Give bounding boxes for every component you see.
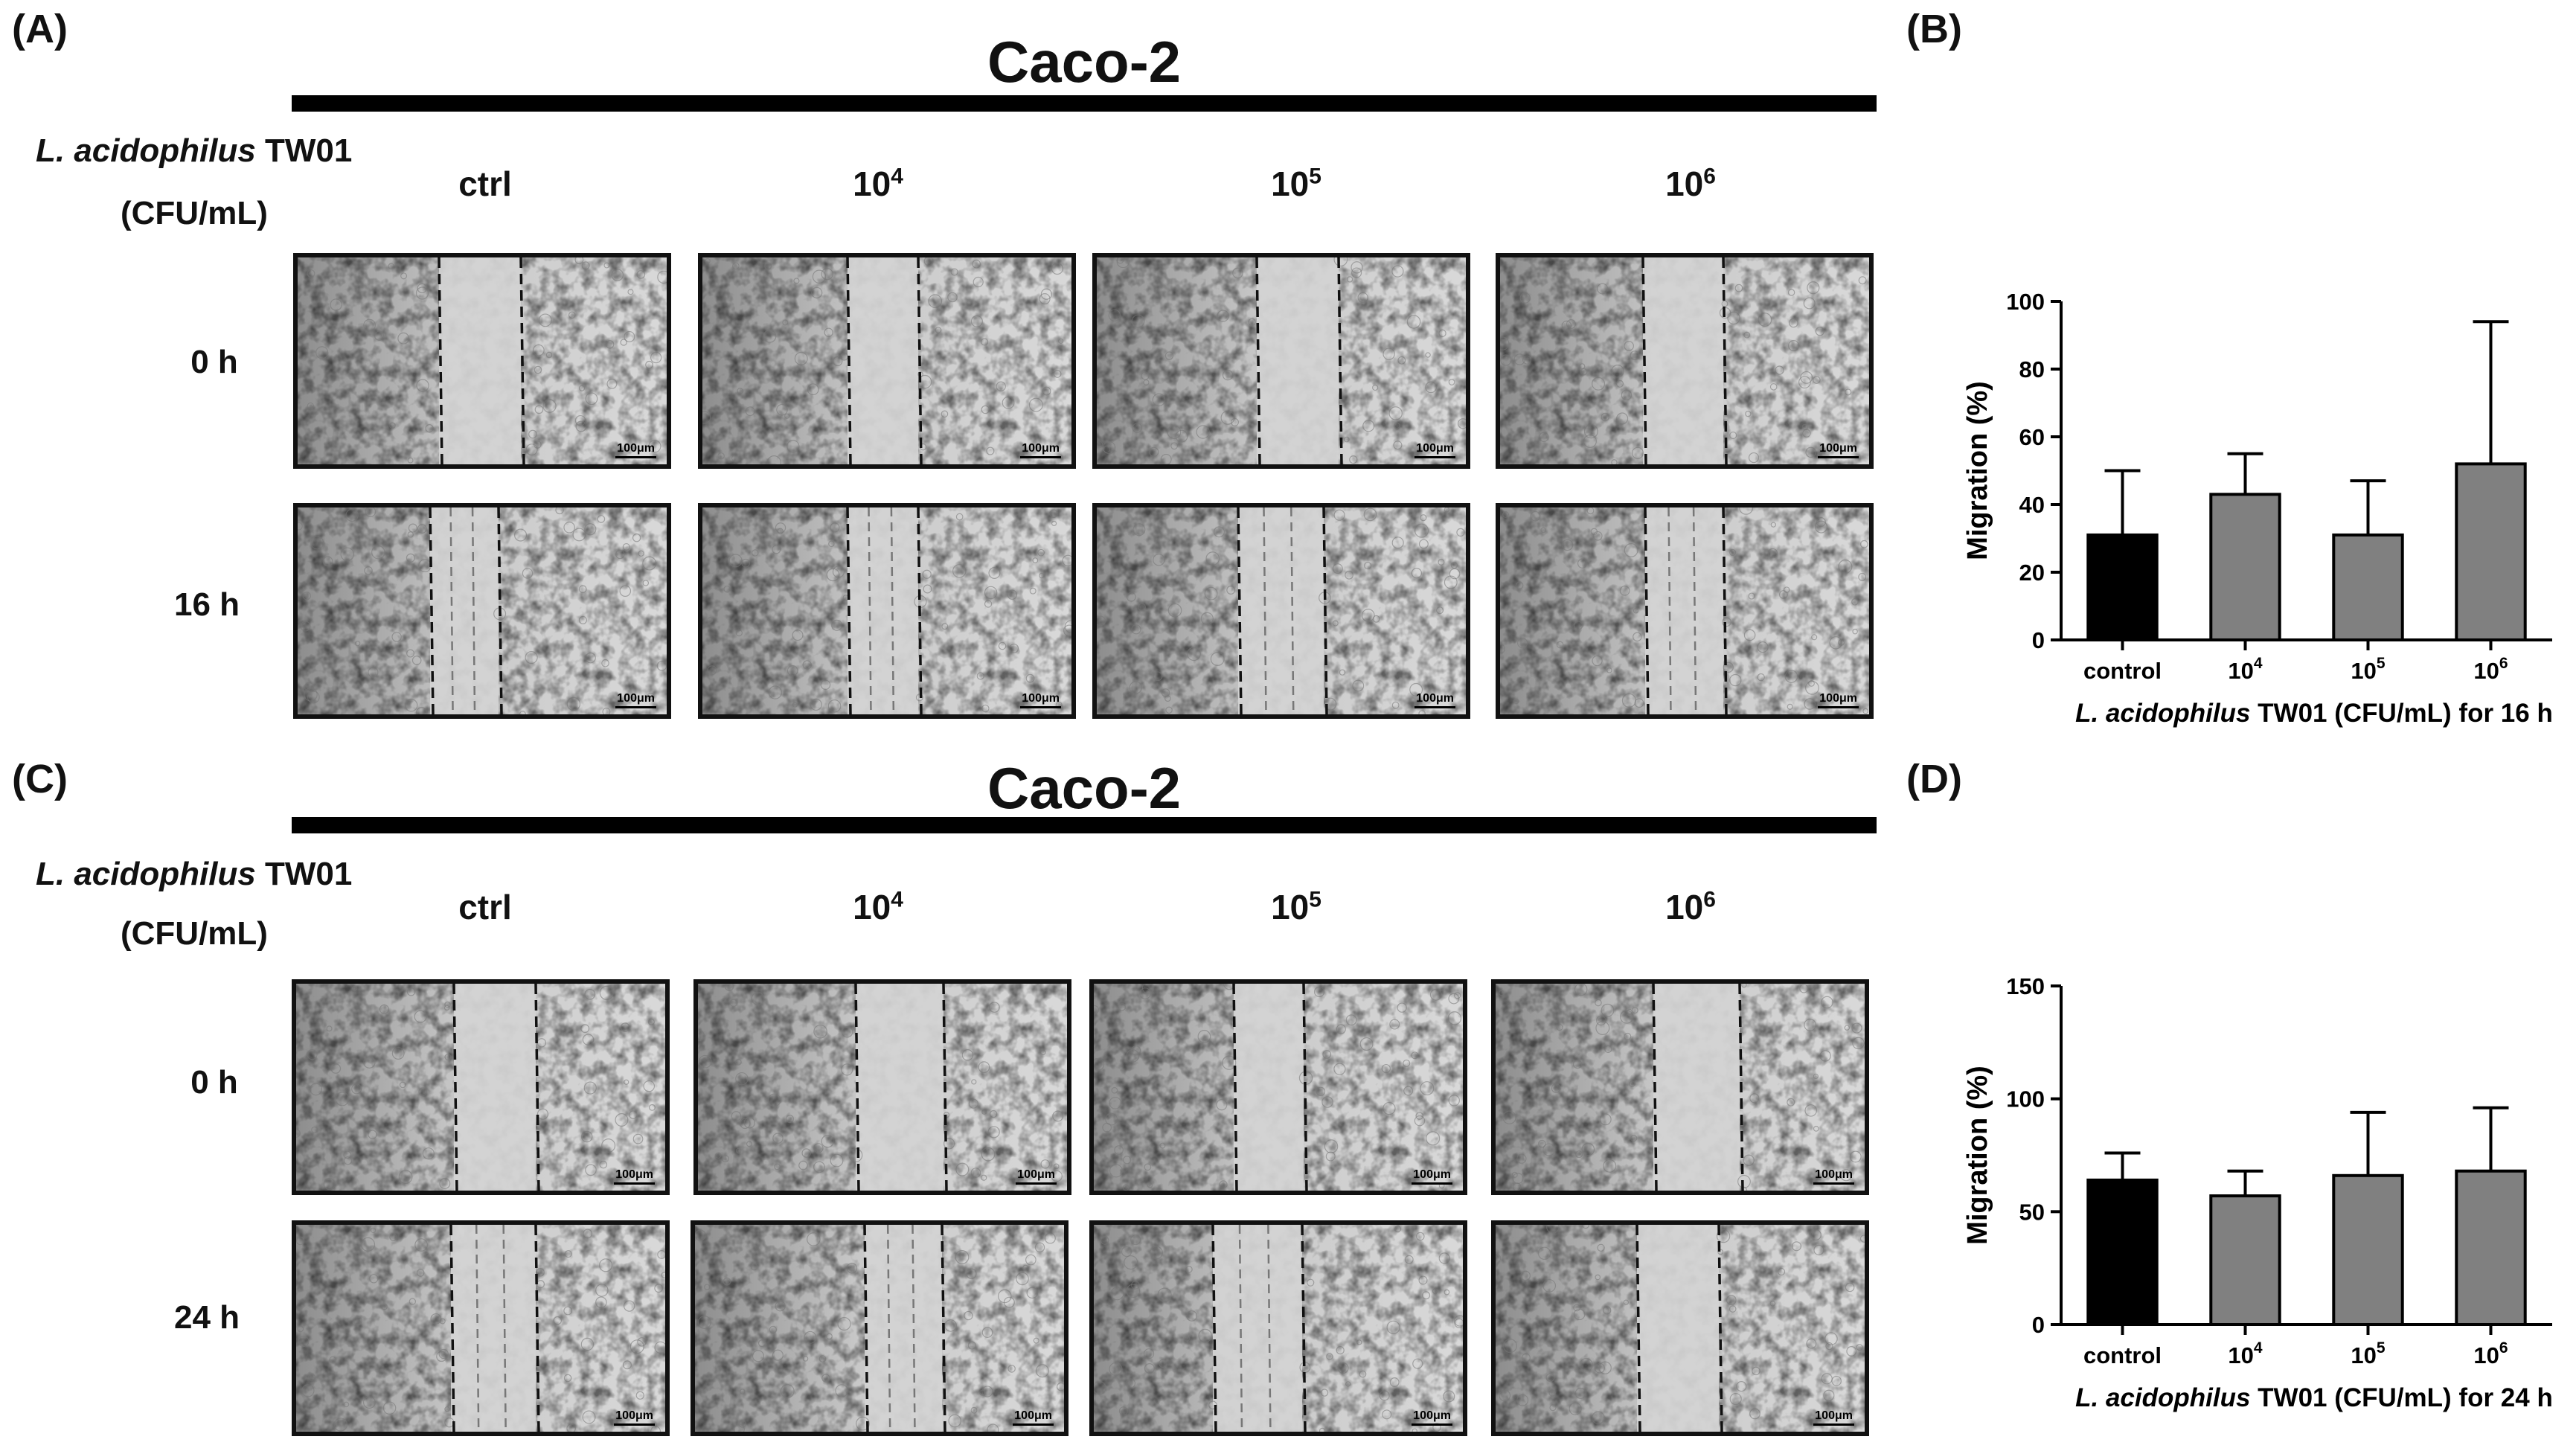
bar-10^4 bbox=[2209, 1194, 2281, 1326]
bar-10^6 bbox=[2455, 1169, 2527, 1326]
x-axis-label: L. acidophilus TW01 (CFU/mL) for 24 h bbox=[2075, 1383, 2553, 1412]
micrograph-a-1e4-0h: 100μm bbox=[698, 253, 1076, 469]
bar-control bbox=[2086, 1178, 2159, 1326]
y-tick-label: 50 bbox=[2019, 1199, 2045, 1225]
panel-a-time-16h: 16 h bbox=[173, 586, 240, 623]
panel-a-col-1e5: 105 bbox=[1271, 164, 1321, 203]
x-axis-label: L. acidophilus TW01 (CFU/mL) for 16 h bbox=[2075, 699, 2553, 728]
panel-c-col-ctrl: ctrl bbox=[458, 888, 512, 926]
x-tick-label: 105 bbox=[2351, 1339, 2385, 1368]
bar-10^5 bbox=[2332, 1173, 2404, 1326]
species-name: L. acidophilus bbox=[36, 856, 256, 892]
species-name: L. acidophilus bbox=[36, 132, 256, 169]
panel-a-col-ctrl: ctrl bbox=[458, 164, 512, 203]
micrograph-c-1e4-24h: 100μm bbox=[691, 1220, 1068, 1436]
y-tick-label: 40 bbox=[2019, 492, 2045, 518]
panel-c-unit: (CFU/mL) bbox=[121, 915, 268, 952]
micrograph-c-1e6-24h: 100μm bbox=[1491, 1220, 1869, 1436]
y-axis-label: Migration (%) bbox=[1962, 1066, 1993, 1245]
panel-c-col-1e6: 106 bbox=[1665, 887, 1716, 926]
panel-a-title: Caco-2 bbox=[987, 29, 1182, 95]
micrograph-c-1e6-0h: 100μm bbox=[1491, 979, 1869, 1195]
x-tick-label: 105 bbox=[2351, 655, 2385, 684]
micrograph-c-1e5-24h: 100μm bbox=[1089, 1220, 1467, 1436]
scale-bar: 100μm bbox=[1412, 1168, 1452, 1185]
panel-c-title: Caco-2 bbox=[987, 755, 1182, 821]
x-tick-label: 106 bbox=[2473, 1339, 2508, 1368]
panel-c-label: (C) bbox=[12, 757, 68, 801]
chart-d: 0 50 100 150 Migration (%) control 104 105 106 L.… bbox=[1962, 973, 2553, 1412]
panel-c-col-1e5: 105 bbox=[1271, 887, 1321, 926]
scale-bar: 100μm bbox=[1414, 692, 1455, 708]
strain-name: TW01 bbox=[255, 132, 353, 169]
micrograph-a-1e4-16h: 100μm bbox=[698, 503, 1076, 719]
y-axis-label: Migration (%) bbox=[1962, 381, 1993, 560]
micrograph-c-1e5-0h: 100μm bbox=[1089, 979, 1467, 1195]
micrograph-c-ctrl-24h: 100μm bbox=[292, 1220, 670, 1436]
scale-bar: 100μm bbox=[614, 1168, 655, 1185]
y-tick-label: 150 bbox=[2006, 973, 2045, 999]
micrograph-c-1e4-0h: 100μm bbox=[693, 979, 1071, 1195]
bar-10^6 bbox=[2455, 462, 2527, 641]
panel-a-col-1e6: 106 bbox=[1665, 164, 1716, 203]
panel-a-title-rule bbox=[292, 95, 1877, 112]
x-tick-label: 106 bbox=[2473, 655, 2508, 684]
y-tick-label: 60 bbox=[2019, 424, 2045, 450]
scale-bar: 100μm bbox=[1813, 1168, 1854, 1185]
scale-bar: 100μm bbox=[615, 442, 656, 458]
panel-c-col-1e4: 104 bbox=[853, 887, 903, 926]
y-tick-label: 0 bbox=[2032, 1312, 2045, 1338]
scale-bar: 100μm bbox=[1020, 442, 1061, 458]
scale-bar: 100μm bbox=[1414, 442, 1455, 458]
micrograph-a-1e5-0h: 100μm bbox=[1092, 253, 1470, 469]
panel-a-row-header: L. acidophilus TW01 bbox=[36, 132, 352, 170]
y-tick-label: 80 bbox=[2019, 356, 2045, 382]
y-tick-label: 100 bbox=[2006, 1086, 2045, 1112]
panel-c-time-0h: 0 h bbox=[190, 1064, 238, 1101]
panel-a-col-1e4: 104 bbox=[853, 164, 903, 203]
micrograph-a-1e5-16h: 100μm bbox=[1092, 503, 1470, 719]
x-tick-label: 104 bbox=[2228, 1339, 2262, 1368]
bar-10^4 bbox=[2209, 493, 2281, 641]
micrograph-a-1e6-0h: 100μm bbox=[1496, 253, 1874, 469]
micrograph-a-ctrl-16h: 100μm bbox=[293, 503, 671, 719]
x-tick-label: 104 bbox=[2228, 655, 2262, 684]
scale-bar: 100μm bbox=[1020, 692, 1061, 708]
panel-d-label: (D) bbox=[1906, 757, 1962, 801]
scale-bar: 100μm bbox=[1016, 1168, 1057, 1185]
scale-bar: 100μm bbox=[614, 1409, 655, 1426]
x-tick-label: control bbox=[2083, 1342, 2162, 1368]
y-tick-label: 20 bbox=[2019, 560, 2045, 586]
scale-bar: 100μm bbox=[1013, 1409, 1054, 1426]
panel-a-label: (A) bbox=[12, 7, 68, 51]
strain-name: TW01 bbox=[255, 856, 353, 892]
scale-bar: 100μm bbox=[1818, 442, 1859, 458]
y-tick-label: 100 bbox=[2006, 289, 2045, 315]
micrograph-a-ctrl-0h: 100μm bbox=[293, 253, 671, 469]
micrograph-a-1e6-16h: 100μm bbox=[1496, 503, 1874, 719]
scale-bar: 100μm bbox=[615, 692, 656, 708]
panel-c-time-24h: 24 h bbox=[173, 1299, 240, 1336]
x-tick-label: control bbox=[2083, 658, 2162, 684]
y-tick-label: 0 bbox=[2032, 627, 2045, 653]
panel-c-title-rule bbox=[292, 817, 1877, 833]
panel-a-unit: (CFU/mL) bbox=[121, 195, 268, 231]
micrograph-c-ctrl-0h: 100μm bbox=[292, 979, 670, 1195]
chart-b: 0 20 40 60 80 100 Migration (%) control 104 105 10… bbox=[1962, 289, 2553, 728]
bar-10^5 bbox=[2332, 533, 2404, 642]
scale-bar: 100μm bbox=[1412, 1409, 1452, 1426]
scale-bar: 100μm bbox=[1813, 1409, 1854, 1426]
bar-control bbox=[2086, 533, 2159, 642]
panel-c-row-header: L. acidophilus TW01 bbox=[36, 856, 352, 893]
panel-a-time-0h: 0 h bbox=[190, 344, 238, 380]
panel-b-label: (B) bbox=[1906, 7, 1962, 51]
scale-bar: 100μm bbox=[1818, 692, 1859, 708]
